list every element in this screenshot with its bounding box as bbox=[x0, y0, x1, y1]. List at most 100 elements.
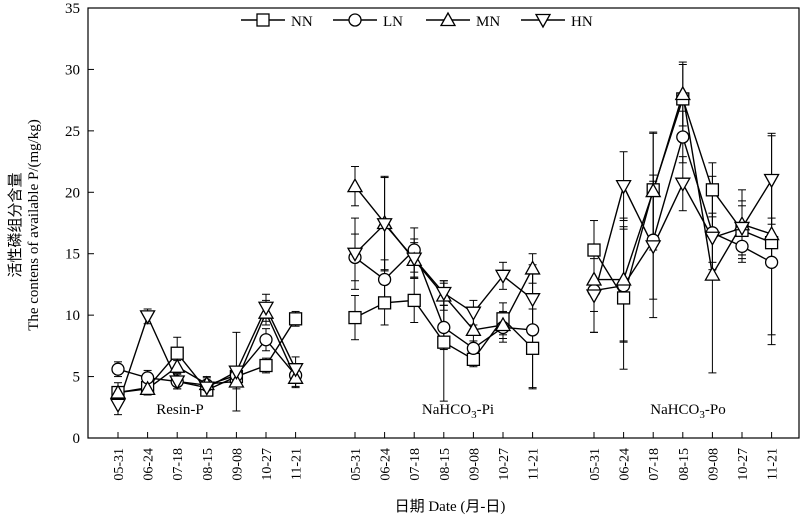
data-point bbox=[346, 247, 364, 263]
y-tick-label: 25 bbox=[65, 124, 80, 140]
group-label: Resin-P bbox=[156, 402, 204, 418]
x-tick-label: 09-08 bbox=[706, 448, 721, 481]
series-mn bbox=[114, 61, 776, 403]
legend-item-hn: HN bbox=[521, 13, 593, 30]
data-point bbox=[616, 291, 631, 305]
y-tick-label: 35 bbox=[65, 1, 80, 17]
data-point bbox=[257, 301, 275, 317]
group-label-main: NaHCO bbox=[650, 402, 699, 418]
y-tick-label: 15 bbox=[65, 247, 80, 263]
group-labels: Resin-P NaHCO3-Pi NaHCO3-Po bbox=[156, 402, 726, 421]
group-label-sub: 3 bbox=[471, 409, 477, 421]
data-point bbox=[587, 243, 601, 257]
x-tick-label: 11-21 bbox=[290, 448, 305, 480]
axes: 0 5 10 15 20 25 30 35 05-31 06-24 07-18 08-15 09-08 1… bbox=[65, 1, 800, 481]
legend: NN LN MN HN bbox=[241, 11, 593, 30]
data-point bbox=[346, 177, 364, 193]
x-tick-label: 09-08 bbox=[467, 448, 482, 481]
data-point bbox=[377, 296, 392, 310]
legend-marker bbox=[439, 11, 457, 27]
data-point bbox=[674, 177, 691, 193]
x-tick-label: 05-31 bbox=[112, 448, 127, 481]
x-tick-label: 09-08 bbox=[230, 448, 245, 481]
data-point bbox=[524, 260, 541, 275]
x-tick-label: 07-18 bbox=[647, 448, 662, 481]
data-point bbox=[704, 266, 721, 281]
y-tick-label: 10 bbox=[65, 308, 80, 324]
data-point bbox=[406, 252, 423, 267]
x-tick-label: 11-21 bbox=[766, 448, 781, 480]
legend-marker bbox=[534, 13, 552, 29]
data-point bbox=[377, 272, 392, 287]
data-point bbox=[198, 381, 215, 396]
x-axis-label: 日期 Date (月-日) bbox=[395, 498, 506, 515]
data-point bbox=[407, 293, 421, 308]
group-label-main: NaHCO bbox=[422, 402, 471, 418]
data-point bbox=[494, 316, 512, 332]
legend-label: MN bbox=[476, 14, 500, 30]
group-label-tail: -Po bbox=[705, 402, 726, 418]
data-point bbox=[704, 231, 721, 247]
data-point bbox=[435, 286, 452, 302]
data-point bbox=[466, 341, 481, 355]
data-point bbox=[674, 85, 691, 101]
x-tick-label: 08-15 bbox=[438, 448, 453, 481]
data-point bbox=[109, 398, 127, 414]
data-point bbox=[437, 320, 451, 335]
data-point bbox=[169, 375, 186, 390]
data-point bbox=[169, 358, 186, 373]
data-point bbox=[763, 173, 780, 189]
legend-item-ln: LN bbox=[333, 13, 403, 30]
data-point bbox=[228, 373, 245, 388]
data-point bbox=[170, 346, 184, 360]
legend-marker bbox=[256, 13, 270, 27]
x-tick-label: 06-24 bbox=[142, 448, 157, 481]
data-point bbox=[764, 255, 779, 269]
markers-ln bbox=[111, 130, 779, 392]
x-tick-label: 06-24 bbox=[379, 448, 394, 481]
x-tick-label: 05-31 bbox=[349, 448, 364, 481]
x-tick-label: 11-21 bbox=[527, 448, 542, 480]
x-tick-label: 07-18 bbox=[408, 448, 423, 481]
data-point bbox=[437, 335, 451, 349]
data-point bbox=[465, 321, 482, 337]
x-tick-label: 05-31 bbox=[588, 448, 603, 481]
data-point bbox=[733, 221, 751, 237]
x-tick-label: 10-27 bbox=[736, 448, 751, 481]
data-point bbox=[645, 182, 662, 198]
group-label: NaHCO3-Po bbox=[650, 402, 726, 421]
x-tick-label: 10-27 bbox=[260, 448, 275, 481]
data-point bbox=[525, 341, 540, 355]
series-layer bbox=[109, 61, 780, 416]
data-point bbox=[585, 289, 603, 304]
markers-hn bbox=[109, 173, 780, 414]
data-point bbox=[525, 323, 540, 337]
data-point bbox=[139, 380, 156, 396]
data-point bbox=[228, 365, 245, 380]
y-tick-label: 5 bbox=[73, 370, 81, 386]
data-point bbox=[288, 312, 303, 326]
group-label: NaHCO3-Pi bbox=[422, 402, 494, 421]
data-point bbox=[139, 310, 156, 325]
data-point bbox=[287, 363, 304, 378]
legend-label: NN bbox=[291, 14, 313, 30]
legend-marker bbox=[348, 13, 362, 27]
x-tick-label: 07-18 bbox=[171, 448, 186, 481]
data-point bbox=[111, 362, 125, 376]
data-point bbox=[109, 384, 127, 399]
data-point bbox=[466, 352, 481, 367]
data-point bbox=[615, 179, 632, 195]
data-point bbox=[524, 293, 541, 308]
y-tick-label: 0 bbox=[73, 431, 81, 447]
data-point bbox=[465, 306, 482, 322]
series-ln bbox=[114, 110, 776, 394]
data-point bbox=[494, 269, 512, 285]
data-point bbox=[615, 271, 632, 286]
y-tick-label: 20 bbox=[65, 185, 80, 201]
data-point bbox=[676, 130, 690, 144]
data-point bbox=[585, 271, 603, 286]
data-point bbox=[348, 310, 362, 325]
data-point bbox=[645, 240, 662, 255]
data-point bbox=[259, 358, 273, 373]
data-point bbox=[735, 239, 749, 253]
